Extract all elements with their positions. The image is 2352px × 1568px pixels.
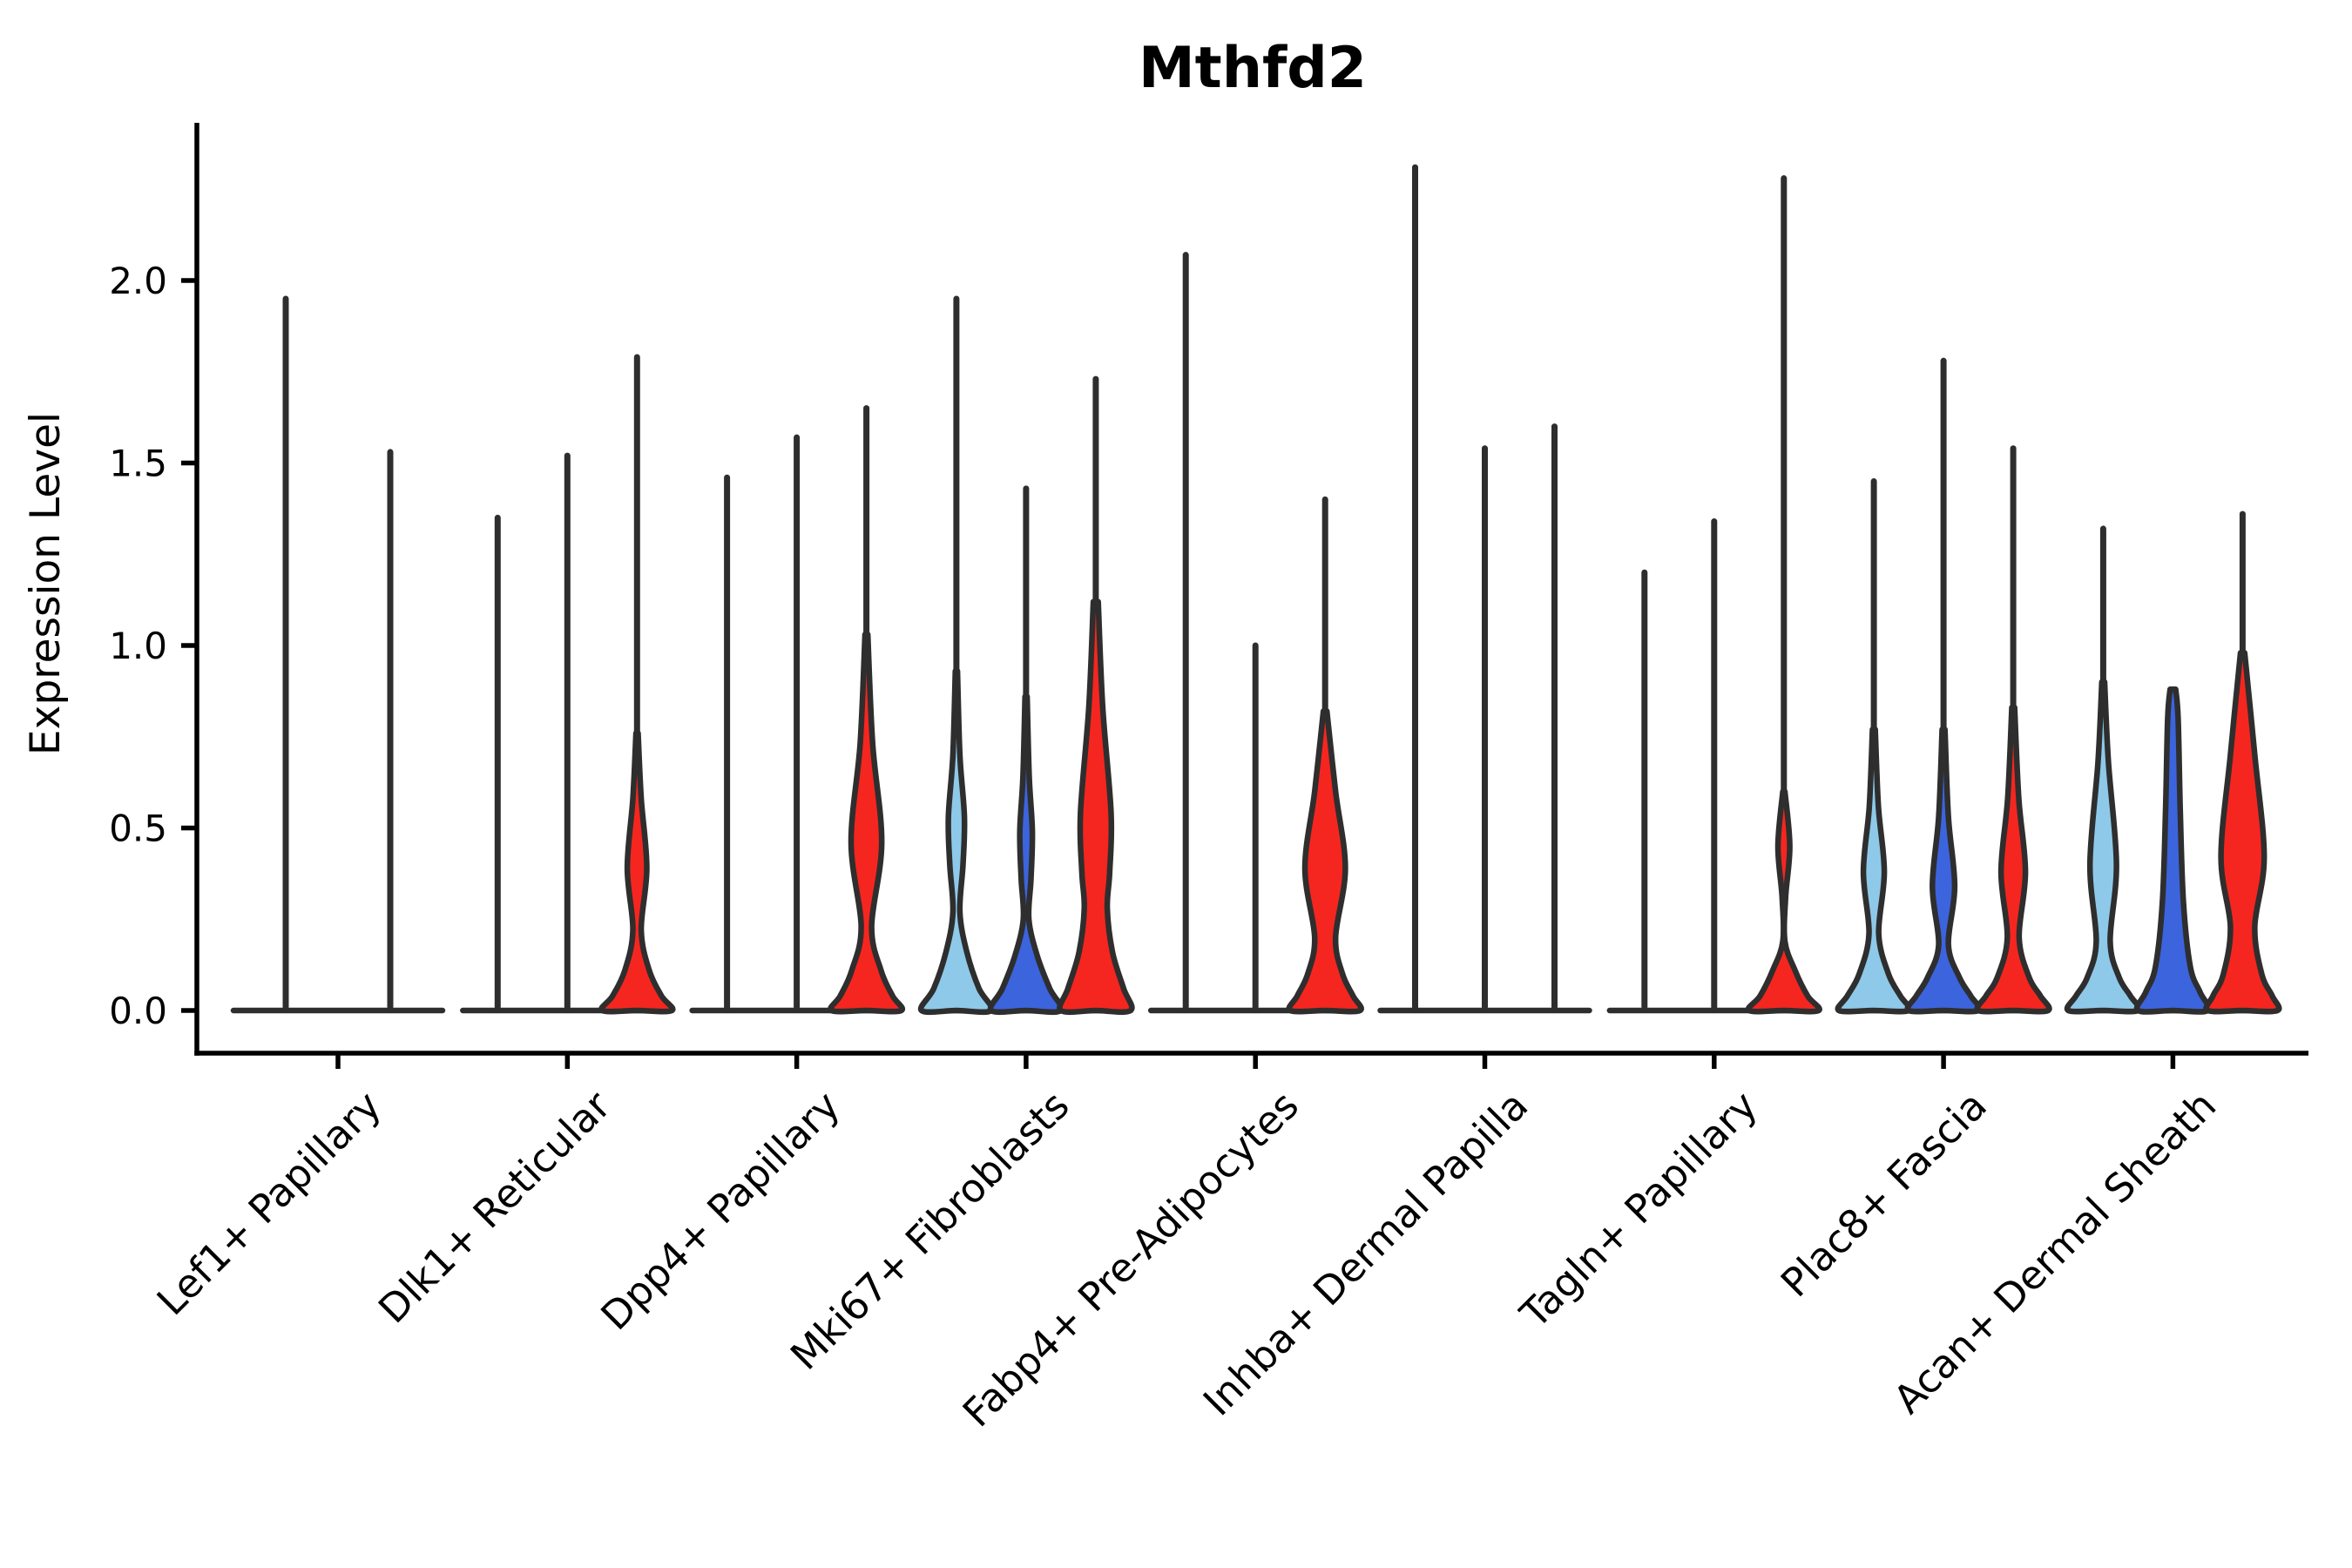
violin-body-red <box>828 632 906 1015</box>
x-category-label: Dlk1+ Reticular <box>369 1082 619 1332</box>
violin-body-red <box>1745 788 1822 1015</box>
plot-title: Mthfd2 <box>1139 36 1367 101</box>
y-axis-label: Expression Level <box>22 412 70 755</box>
violin-group-8 <box>1835 357 2052 1015</box>
violin-group-9 <box>2064 510 2282 1015</box>
violin-group-3 <box>689 405 906 1015</box>
y-tick-label: 1.0 <box>109 625 167 667</box>
violin-body-red <box>2203 650 2282 1015</box>
y-tick-label: 1.5 <box>109 443 167 485</box>
violin-group-2 <box>460 354 676 1015</box>
violin-group-1 <box>230 295 446 1014</box>
violin-body-red <box>1057 598 1135 1016</box>
violin-group-5 <box>1147 252 1364 1015</box>
violins <box>230 164 2282 1016</box>
violin-group-7 <box>1606 175 1822 1015</box>
violin-group-6 <box>1377 164 1592 1014</box>
x-category-label: Dpp4+ Papillary <box>592 1082 849 1339</box>
y-tick-label: 0.0 <box>109 990 167 1032</box>
violin-body-light_blue <box>917 668 995 1016</box>
violin-body-light_blue <box>2064 679 2142 1015</box>
violin-body-dark_blue <box>2133 686 2212 1015</box>
violin-body-red <box>1286 708 1364 1015</box>
violin-body-dark_blue <box>1904 727 1983 1015</box>
violin-body-dark_blue <box>987 693 1065 1016</box>
y-tick-label: 0.5 <box>109 808 167 850</box>
violin-body-red <box>598 730 676 1015</box>
y-tick-label: 2.0 <box>109 260 167 302</box>
violin-group-4 <box>917 295 1135 1016</box>
x-category-label: Lef1+ Papillary <box>148 1082 390 1324</box>
x-category-label: Tagln+ Papillary <box>1511 1082 1766 1337</box>
x-category-label: Plac8+ Fascia <box>1772 1082 1996 1306</box>
violin-body-light_blue <box>1835 727 1913 1015</box>
violin-body-red <box>1974 704 2052 1015</box>
